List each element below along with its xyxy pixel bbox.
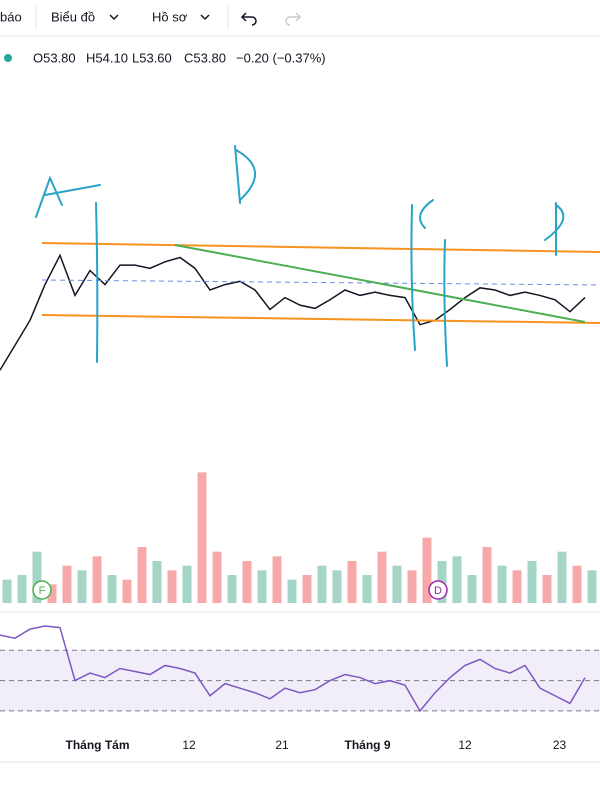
redo-button[interactable]: [285, 12, 302, 26]
volume-bar: [17, 575, 27, 603]
volume-bar: [77, 570, 87, 603]
ohlc-close: C53.80: [184, 50, 226, 65]
ohlc-low: L53.60: [132, 50, 172, 65]
volume-bar: [272, 556, 282, 603]
trend-line: [41, 314, 600, 324]
chart-type-button[interactable]: Biểu đồ: [51, 9, 95, 24]
toolbar-item[interactable]: báo: [0, 9, 22, 24]
x-tick-label: 12: [182, 738, 196, 752]
x-tick-label: 23: [553, 738, 567, 752]
event-label: D: [434, 585, 442, 597]
volume-bar: [422, 537, 432, 603]
volume-bar: [137, 547, 147, 603]
sketch-d: [544, 202, 565, 256]
volume-bar: [512, 570, 522, 603]
volume-bar: [287, 579, 297, 603]
volume-bar: [452, 556, 462, 603]
volume-bar: [107, 575, 117, 603]
event-marker[interactable]: [428, 580, 448, 600]
volume-bar: [572, 565, 582, 603]
volume-bar: [542, 575, 552, 603]
x-tick-label: 12: [458, 738, 472, 752]
sketch-b: [234, 145, 257, 204]
volume-bar: [302, 575, 312, 603]
volume-bar: [392, 565, 402, 603]
volume-bar: [362, 575, 372, 603]
hand-drawing: [35, 145, 565, 367]
volume-bar: [62, 565, 72, 603]
event-marker[interactable]: [32, 580, 52, 600]
profile-button[interactable]: Hồ sơ: [152, 9, 188, 24]
volume-bar: [587, 570, 597, 603]
volume-bar: [32, 551, 42, 603]
x-tick-label: Tháng Tám: [65, 738, 129, 752]
volume-bar: [347, 561, 357, 603]
volume-bar: [92, 556, 102, 603]
volume-bar: [242, 561, 252, 603]
volume-bar: [467, 575, 477, 603]
ohlc-high: H54.10: [86, 50, 128, 65]
volume-bar: [167, 570, 177, 603]
plot: Tháng Tám 12 21 Tháng 9 12 23: [0, 253, 600, 752]
volume-bar: [2, 579, 12, 603]
price-line: [41, 279, 600, 286]
volume-bar: [227, 575, 237, 603]
volume-bar: [317, 565, 327, 603]
ohlc-open: O53.80: [33, 50, 76, 65]
volume-bar: [497, 565, 507, 603]
chevron: [109, 14, 119, 21]
volume-bar: [212, 551, 222, 603]
volume-bar: [407, 570, 417, 603]
series-line: [0, 625, 586, 713]
trend-line: [174, 244, 586, 323]
sketch-c: [410, 199, 434, 351]
drawings: [35, 145, 600, 367]
trend-line: [41, 242, 600, 253]
sketch-line: [443, 239, 448, 367]
volume-bar: [482, 547, 492, 603]
ohlc-change: −0.20 (−0.37%): [236, 50, 326, 65]
volume-bar: [527, 561, 537, 603]
status-dot: [4, 54, 12, 62]
volume-bar: [122, 579, 132, 603]
event-label: F: [39, 585, 46, 597]
volume-bar: [47, 584, 57, 603]
undo-button[interactable]: [240, 12, 257, 26]
chevron: [200, 14, 210, 21]
volume-bar: [182, 565, 192, 603]
volume-bar: [197, 472, 207, 603]
volume-bar: [377, 551, 387, 603]
volume-bar: [332, 570, 342, 603]
volume-bar: [152, 561, 162, 603]
volume-bar: [257, 570, 267, 603]
volume-bar: [557, 551, 567, 603]
x-tick-label: Tháng 9: [344, 738, 390, 752]
sketch-line: [95, 202, 99, 363]
sketch-a: [35, 175, 101, 218]
toolbar: báo Biểu đồ Hồ sơ: [0, 6, 600, 37]
x-tick-label: 21: [275, 738, 289, 752]
